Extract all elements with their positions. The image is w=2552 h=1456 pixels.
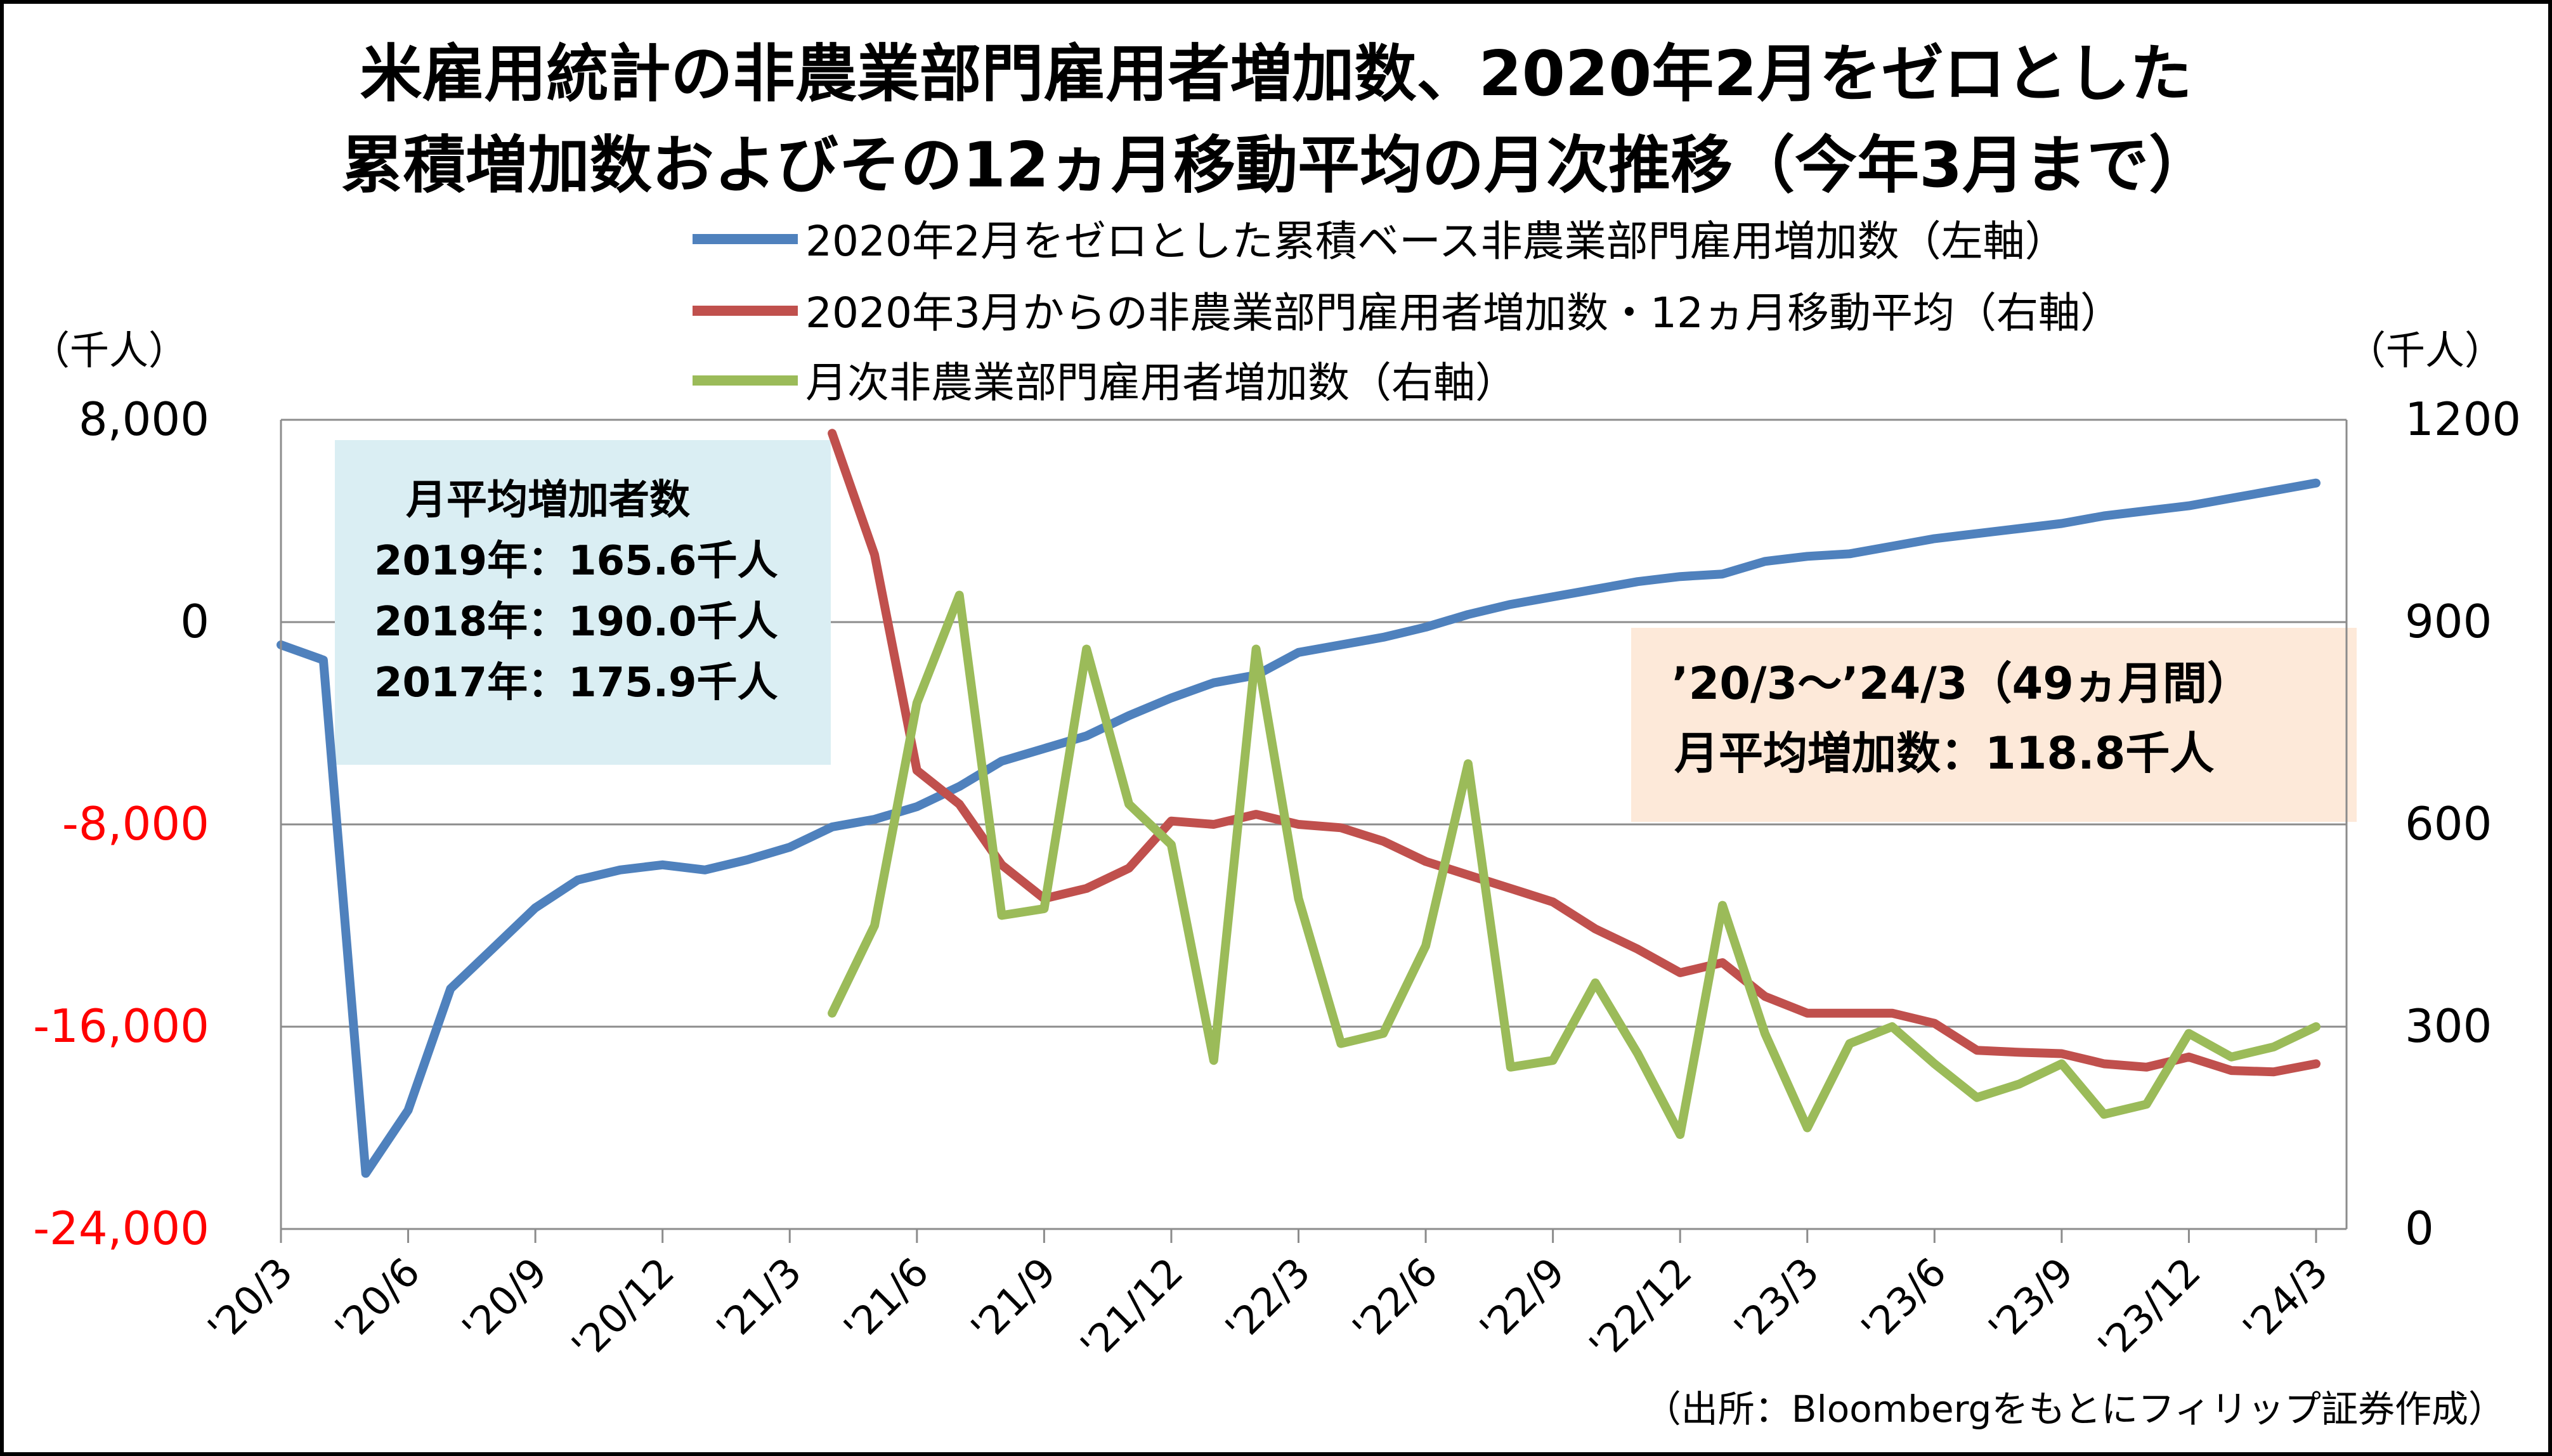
y-right-tick-label: 300 bbox=[2405, 999, 2492, 1053]
legend-label-monthly: 月次非農業部門雇用者増加数（右軸） bbox=[805, 358, 1517, 407]
y-right-tick-label: 0 bbox=[2405, 1202, 2434, 1255]
annotation-box-2019-2017 bbox=[335, 440, 831, 765]
x-tick-label: '20/9 bbox=[453, 1249, 556, 1351]
x-tick-label: '21/12 bbox=[1072, 1249, 1192, 1369]
x-tick-label: '23/6 bbox=[1852, 1249, 1955, 1351]
legend-label-moving-average: 2020年3月からの非農業部門雇用者増加数・12ヵ月移動平均（右軸） bbox=[805, 289, 2122, 337]
series-line-monthly bbox=[828, 590, 2321, 1140]
y-right-tick-label: 900 bbox=[2405, 595, 2492, 648]
source-note: （出所：Bloombergをもとにフィリップ証券作成） bbox=[1644, 1388, 2505, 1431]
x-tick-label: '20/12 bbox=[563, 1249, 683, 1369]
x-tick-label: '21/6 bbox=[835, 1249, 937, 1351]
x-tick-label: '22/6 bbox=[1344, 1249, 1447, 1351]
y-left-tick-label: -24,000 bbox=[33, 1202, 209, 1255]
y-left-unit: （千人） bbox=[30, 327, 188, 374]
x-tick-label: '22/9 bbox=[1471, 1249, 1573, 1351]
x-tick-label: '20/6 bbox=[326, 1249, 429, 1351]
y-right-tick-label: 1200 bbox=[2405, 393, 2521, 446]
annotation-boxes bbox=[335, 440, 2357, 822]
series-lines bbox=[277, 429, 2321, 1178]
x-tick-label: '21/3 bbox=[708, 1249, 811, 1351]
chart-title-line-1: 米雇用統計の非農業部門雇用者増加数、2020年2月をゼロとした bbox=[360, 38, 2192, 110]
x-tick-label: '22/3 bbox=[1216, 1249, 1319, 1351]
x-tick-label: '23/9 bbox=[1979, 1249, 2082, 1351]
y-left-tick-label: 0 bbox=[180, 595, 209, 648]
series-line-cumulative bbox=[277, 478, 2321, 1178]
x-tick-label: '23/3 bbox=[1725, 1249, 1828, 1351]
x-tick-label: '21/9 bbox=[962, 1249, 1065, 1351]
legend: 2020年2月をゼロとした累積ベース非農業部門雇用増加数（左軸） 2020年3月… bbox=[693, 217, 2122, 407]
annotation-box1-line-3: 2017年：175.9千人 bbox=[374, 660, 778, 706]
x-tick-label: '20/3 bbox=[199, 1249, 301, 1351]
x-tick-label: '24/3 bbox=[2234, 1249, 2336, 1351]
y-right-unit: （千人） bbox=[2347, 327, 2504, 374]
annotation-box1-line-1: 2019年：165.6千人 bbox=[374, 538, 778, 585]
y-left-tick-label: -16,000 bbox=[33, 999, 209, 1053]
annotation-box1-line-2: 2018年：190.0千人 bbox=[374, 599, 778, 646]
annotation-box-49-months bbox=[1631, 628, 2357, 822]
x-tick-label: '22/12 bbox=[1580, 1249, 1701, 1369]
legend-label-cumulative: 2020年2月をゼロとした累積ベース非農業部門雇用増加数（左軸） bbox=[805, 217, 2067, 266]
annotation-box2-line-1: ’20/3～’24/3（49ヵ月間） bbox=[1672, 658, 2251, 710]
x-tick-label: '23/12 bbox=[2089, 1249, 2210, 1369]
y-left-tick-label: -8,000 bbox=[62, 797, 209, 850]
series-line-moving-average bbox=[828, 429, 2321, 1077]
chart-title-line-2: 累積増加数およびその12ヵ月移動平均の月次推移（今年3月まで） bbox=[341, 129, 2211, 202]
y-right-tick-label: 600 bbox=[2405, 797, 2492, 850]
annotation-box2-line-2: 月平均増加数：118.8千人 bbox=[1674, 727, 2214, 779]
y-left-tick-label: 8,000 bbox=[79, 393, 209, 446]
annotation-box1-heading: 月平均増加者数 bbox=[406, 477, 690, 524]
